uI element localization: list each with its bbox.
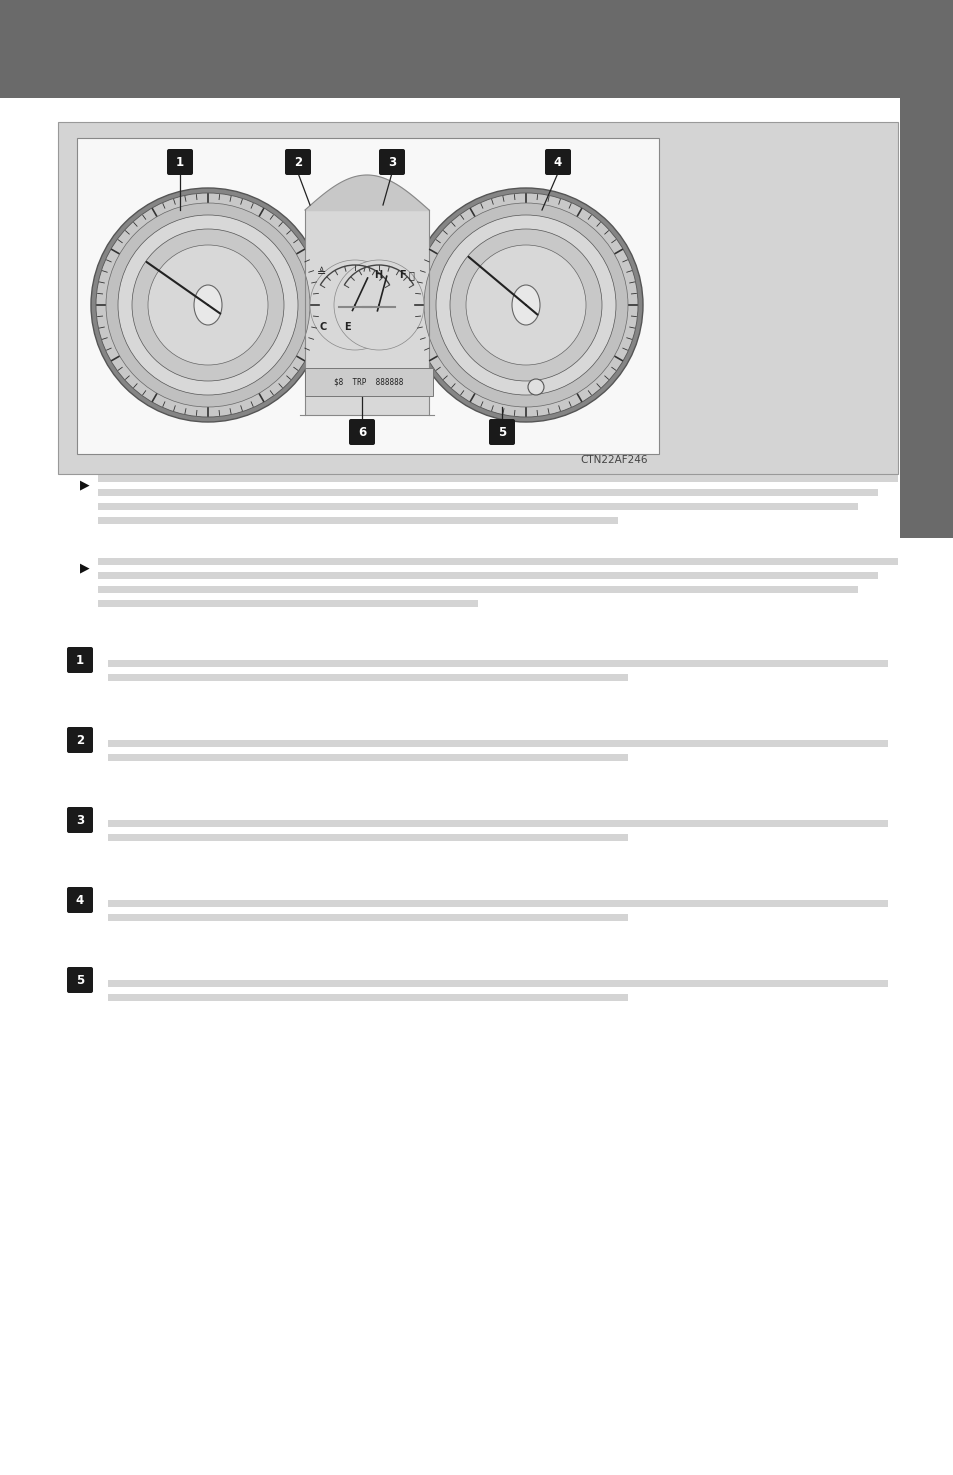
FancyBboxPatch shape xyxy=(378,149,405,176)
Circle shape xyxy=(423,204,627,407)
Bar xyxy=(98,503,857,510)
FancyBboxPatch shape xyxy=(67,968,92,993)
FancyBboxPatch shape xyxy=(489,419,515,445)
Circle shape xyxy=(106,204,310,407)
Circle shape xyxy=(310,260,399,350)
FancyBboxPatch shape xyxy=(349,419,375,445)
Circle shape xyxy=(118,215,297,395)
Text: 3: 3 xyxy=(76,814,84,827)
Text: 5: 5 xyxy=(76,975,84,987)
Bar xyxy=(98,572,877,580)
Text: 2: 2 xyxy=(294,156,302,170)
Text: 5: 5 xyxy=(497,426,506,440)
Ellipse shape xyxy=(512,285,539,324)
FancyBboxPatch shape xyxy=(67,648,92,673)
Bar xyxy=(305,209,429,414)
Bar xyxy=(108,914,627,920)
Circle shape xyxy=(414,193,638,417)
Text: $8  TRP  888888: $8 TRP 888888 xyxy=(334,378,403,386)
Circle shape xyxy=(132,229,284,381)
Ellipse shape xyxy=(193,285,222,324)
Text: 4: 4 xyxy=(554,156,561,170)
Text: ▶: ▶ xyxy=(80,478,90,491)
Bar xyxy=(98,518,618,524)
Text: 3: 3 xyxy=(388,156,395,170)
Text: 1: 1 xyxy=(76,655,84,668)
Bar xyxy=(108,833,627,841)
Bar xyxy=(305,367,433,395)
FancyBboxPatch shape xyxy=(67,886,92,913)
Text: 1: 1 xyxy=(175,156,184,170)
Circle shape xyxy=(465,245,585,364)
Text: ⛽: ⛽ xyxy=(408,270,414,280)
Bar xyxy=(98,586,857,593)
Text: 2: 2 xyxy=(76,735,84,748)
FancyBboxPatch shape xyxy=(544,149,571,176)
Bar xyxy=(108,820,887,827)
Circle shape xyxy=(96,193,319,417)
Text: C: C xyxy=(319,322,326,332)
FancyBboxPatch shape xyxy=(167,149,193,176)
Bar xyxy=(108,740,887,746)
Bar xyxy=(108,659,887,667)
Text: CTN22AF246: CTN22AF246 xyxy=(579,454,647,465)
Circle shape xyxy=(450,229,601,381)
Text: 4: 4 xyxy=(76,894,84,907)
Text: E: E xyxy=(343,322,350,332)
Bar xyxy=(98,475,897,482)
FancyBboxPatch shape xyxy=(67,727,92,754)
Bar xyxy=(58,122,897,473)
Bar xyxy=(108,994,627,1002)
Circle shape xyxy=(409,187,642,422)
Text: F: F xyxy=(398,270,405,280)
Bar xyxy=(108,900,887,907)
Circle shape xyxy=(334,260,423,350)
Bar xyxy=(98,558,897,565)
Bar xyxy=(108,674,627,681)
Circle shape xyxy=(91,187,325,422)
Text: 6: 6 xyxy=(357,426,366,440)
Bar xyxy=(98,490,877,496)
Circle shape xyxy=(148,245,268,364)
Bar xyxy=(108,754,627,761)
FancyBboxPatch shape xyxy=(67,807,92,833)
Text: ≜: ≜ xyxy=(317,268,326,277)
FancyBboxPatch shape xyxy=(285,149,311,176)
Bar xyxy=(0,0,953,97)
Circle shape xyxy=(527,379,543,395)
Bar xyxy=(77,139,659,454)
Text: ▶: ▶ xyxy=(80,560,90,574)
Circle shape xyxy=(436,215,616,395)
Bar xyxy=(98,600,477,608)
Text: H: H xyxy=(374,270,381,280)
Bar xyxy=(899,97,953,538)
Bar xyxy=(108,979,887,987)
